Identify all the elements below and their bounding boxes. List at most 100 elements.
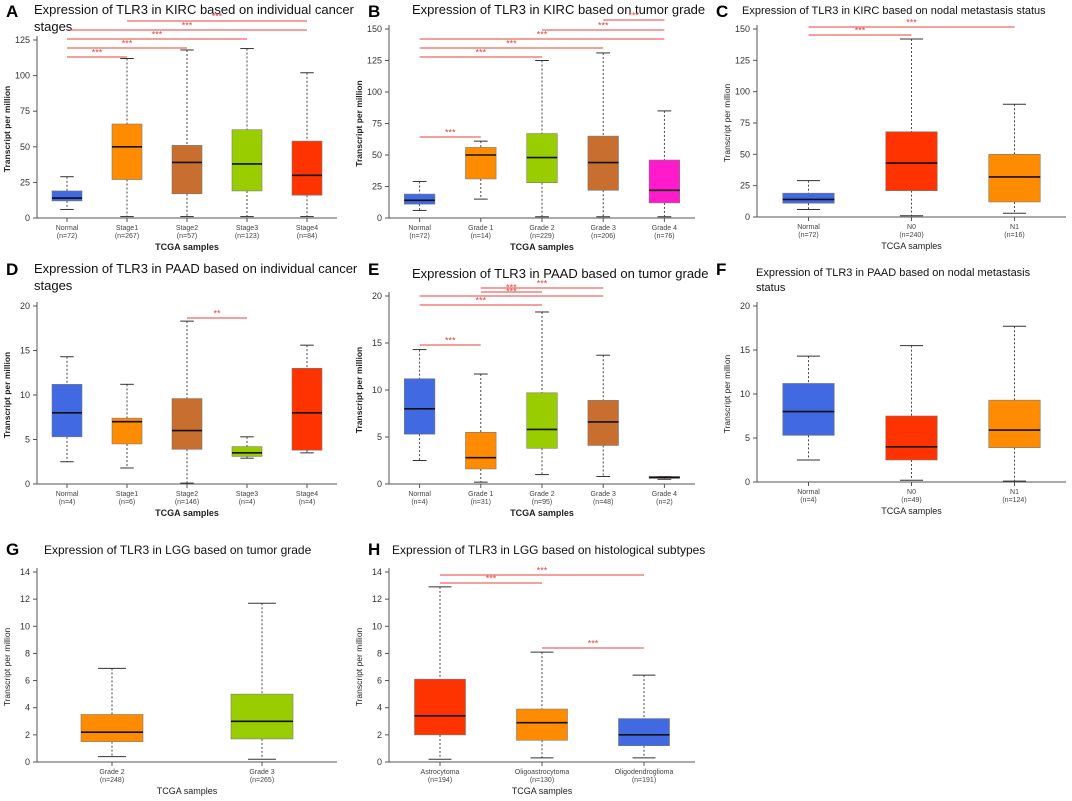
x-tick-label: Stage3 — [236, 225, 258, 232]
y-axis-label: Transcript per million — [354, 627, 364, 706]
box-grade-3 — [587, 400, 619, 446]
x-tick-label: N0 — [907, 489, 916, 496]
x-tick-label: Normal — [797, 489, 820, 496]
y-tick-label: 2 — [25, 730, 30, 740]
x-axis-label: TCGA samples — [155, 508, 219, 518]
chart-title-line: Expression of TLR3 in KIRC based on noda… — [742, 5, 1046, 17]
y-tick-label: 8 — [25, 648, 30, 658]
y-tick-label: 0 — [377, 213, 382, 223]
y-tick-label: 100 — [735, 87, 750, 97]
panel-letter: D — [6, 260, 18, 279]
x-tick-label: Oligoastrocytoma — [515, 769, 570, 776]
y-tick-label: 12 — [20, 594, 30, 604]
x-tick-count: (n=123) — [235, 233, 259, 240]
chart-title-line: status — [756, 282, 786, 294]
y-axis-label: Transcript per million — [2, 627, 12, 706]
y-tick-label: 10 — [372, 385, 382, 395]
y-tick-label: 4 — [25, 703, 30, 713]
x-tick-label: Astrocytoma — [421, 769, 460, 776]
x-tick-label: Stage1 — [116, 491, 138, 498]
x-tick-label: Normal — [797, 224, 820, 231]
y-tick-label: 25 — [372, 182, 382, 192]
x-tick-count: (n=124) — [1002, 497, 1026, 504]
significance-label: *** — [92, 48, 103, 58]
box-stage3 — [231, 129, 263, 192]
x-tick-count: (n=248) — [100, 777, 124, 784]
panel-letter: E — [368, 260, 379, 279]
x-tick-label: Grade 3 — [591, 225, 616, 232]
y-tick-label: 5 — [25, 435, 30, 445]
y-tick-label: 10 — [20, 390, 30, 400]
x-axis-label: TCGA samples — [510, 508, 574, 518]
significance-label: *** — [445, 128, 456, 138]
x-tick-label: Normal — [56, 225, 79, 232]
x-tick-label: Grade 2 — [529, 491, 554, 498]
x-tick-label: N1 — [1010, 224, 1019, 231]
x-tick-count: (n=4) — [59, 499, 76, 506]
y-tick-label: 150 — [735, 24, 750, 34]
box-grade-4 — [648, 159, 680, 204]
box-stage4 — [291, 367, 323, 451]
box-n0 — [885, 415, 938, 461]
x-tick-label: Grade 1 — [468, 491, 493, 498]
box-oligoastrocytoma — [516, 708, 568, 741]
panel-letter: H — [368, 540, 380, 559]
y-tick-label: 150 — [367, 24, 382, 34]
significance-label: *** — [506, 287, 517, 297]
x-tick-count: (n=4) — [239, 499, 256, 506]
y-tick-label: 50 — [372, 150, 382, 160]
box-normal — [403, 378, 436, 435]
x-tick-count: (n=4) — [299, 499, 316, 506]
panel-letter: F — [716, 260, 726, 279]
x-tick-count: (n=2) — [656, 499, 673, 506]
significance-label: *** — [212, 12, 223, 22]
x-tick-label: Grade 3 — [249, 769, 274, 776]
x-tick-count: (n=72) — [409, 233, 429, 240]
panel-E: E Expression of TLR3 in PAAD based on tum… — [354, 260, 709, 518]
x-tick-label: Normal — [408, 225, 431, 232]
y-tick-label: 0 — [25, 213, 30, 223]
x-tick-count: (n=194) — [428, 777, 452, 784]
x-tick-count: (n=146) — [175, 499, 199, 506]
x-tick-count: (n=4) — [411, 499, 428, 506]
panel-letter: A — [6, 2, 18, 21]
y-axis-label: Transcript per million — [722, 83, 732, 162]
box-stage2 — [171, 398, 203, 450]
y-tick-label: 20 — [20, 301, 30, 311]
box-grade-2 — [80, 714, 144, 742]
x-tick-count: (n=72) — [57, 233, 77, 240]
y-tick-label: 10 — [372, 621, 382, 631]
y-tick-label: 10 — [740, 389, 750, 399]
y-tick-label: 8 — [377, 648, 382, 658]
chart-title-line: Expression of TLR3 in PAAD based on indi… — [34, 261, 358, 276]
x-tick-label: Grade 3 — [591, 491, 616, 498]
y-tick-label: 75 — [372, 119, 382, 129]
chart-title-line: Expression of TLR3 in KIRC based on tumo… — [412, 2, 705, 17]
box-stage1 — [111, 123, 143, 180]
x-tick-count: (n=76) — [654, 233, 674, 240]
x-tick-label: N0 — [907, 224, 916, 231]
y-tick-label: 0 — [745, 212, 750, 222]
y-tick-label: 4 — [377, 703, 382, 713]
x-tick-label: Stage3 — [236, 491, 258, 498]
x-tick-count: (n=49) — [901, 497, 921, 504]
x-tick-count: (n=206) — [591, 233, 615, 240]
y-axis-label: Transcript per million — [354, 347, 364, 433]
significance-label: *** — [445, 336, 456, 346]
y-tick-label: 20 — [740, 301, 750, 311]
y-axis-label: Transcript per million — [354, 80, 364, 166]
box-normal — [51, 190, 83, 202]
x-tick-count: (n=57) — [177, 233, 197, 240]
x-tick-count: (n=191) — [632, 777, 656, 784]
chart-title-line: Expression of TLR3 in LGG based on tumor… — [44, 543, 312, 557]
panel-G: G Expression of TLR3 in LGG based on tumo… — [2, 540, 337, 796]
box-n1 — [988, 399, 1041, 448]
y-tick-label: 6 — [25, 676, 30, 686]
significance-label: *** — [537, 566, 548, 576]
chart-title-line: stages — [34, 19, 73, 34]
x-tick-count: (n=130) — [530, 777, 554, 784]
x-tick-count: (n=265) — [250, 777, 274, 784]
y-tick-label: 0 — [377, 479, 382, 489]
y-tick-label: 50 — [740, 149, 750, 159]
chart-title-line: Expression of TLR3 in KIRC based on indi… — [34, 2, 355, 17]
